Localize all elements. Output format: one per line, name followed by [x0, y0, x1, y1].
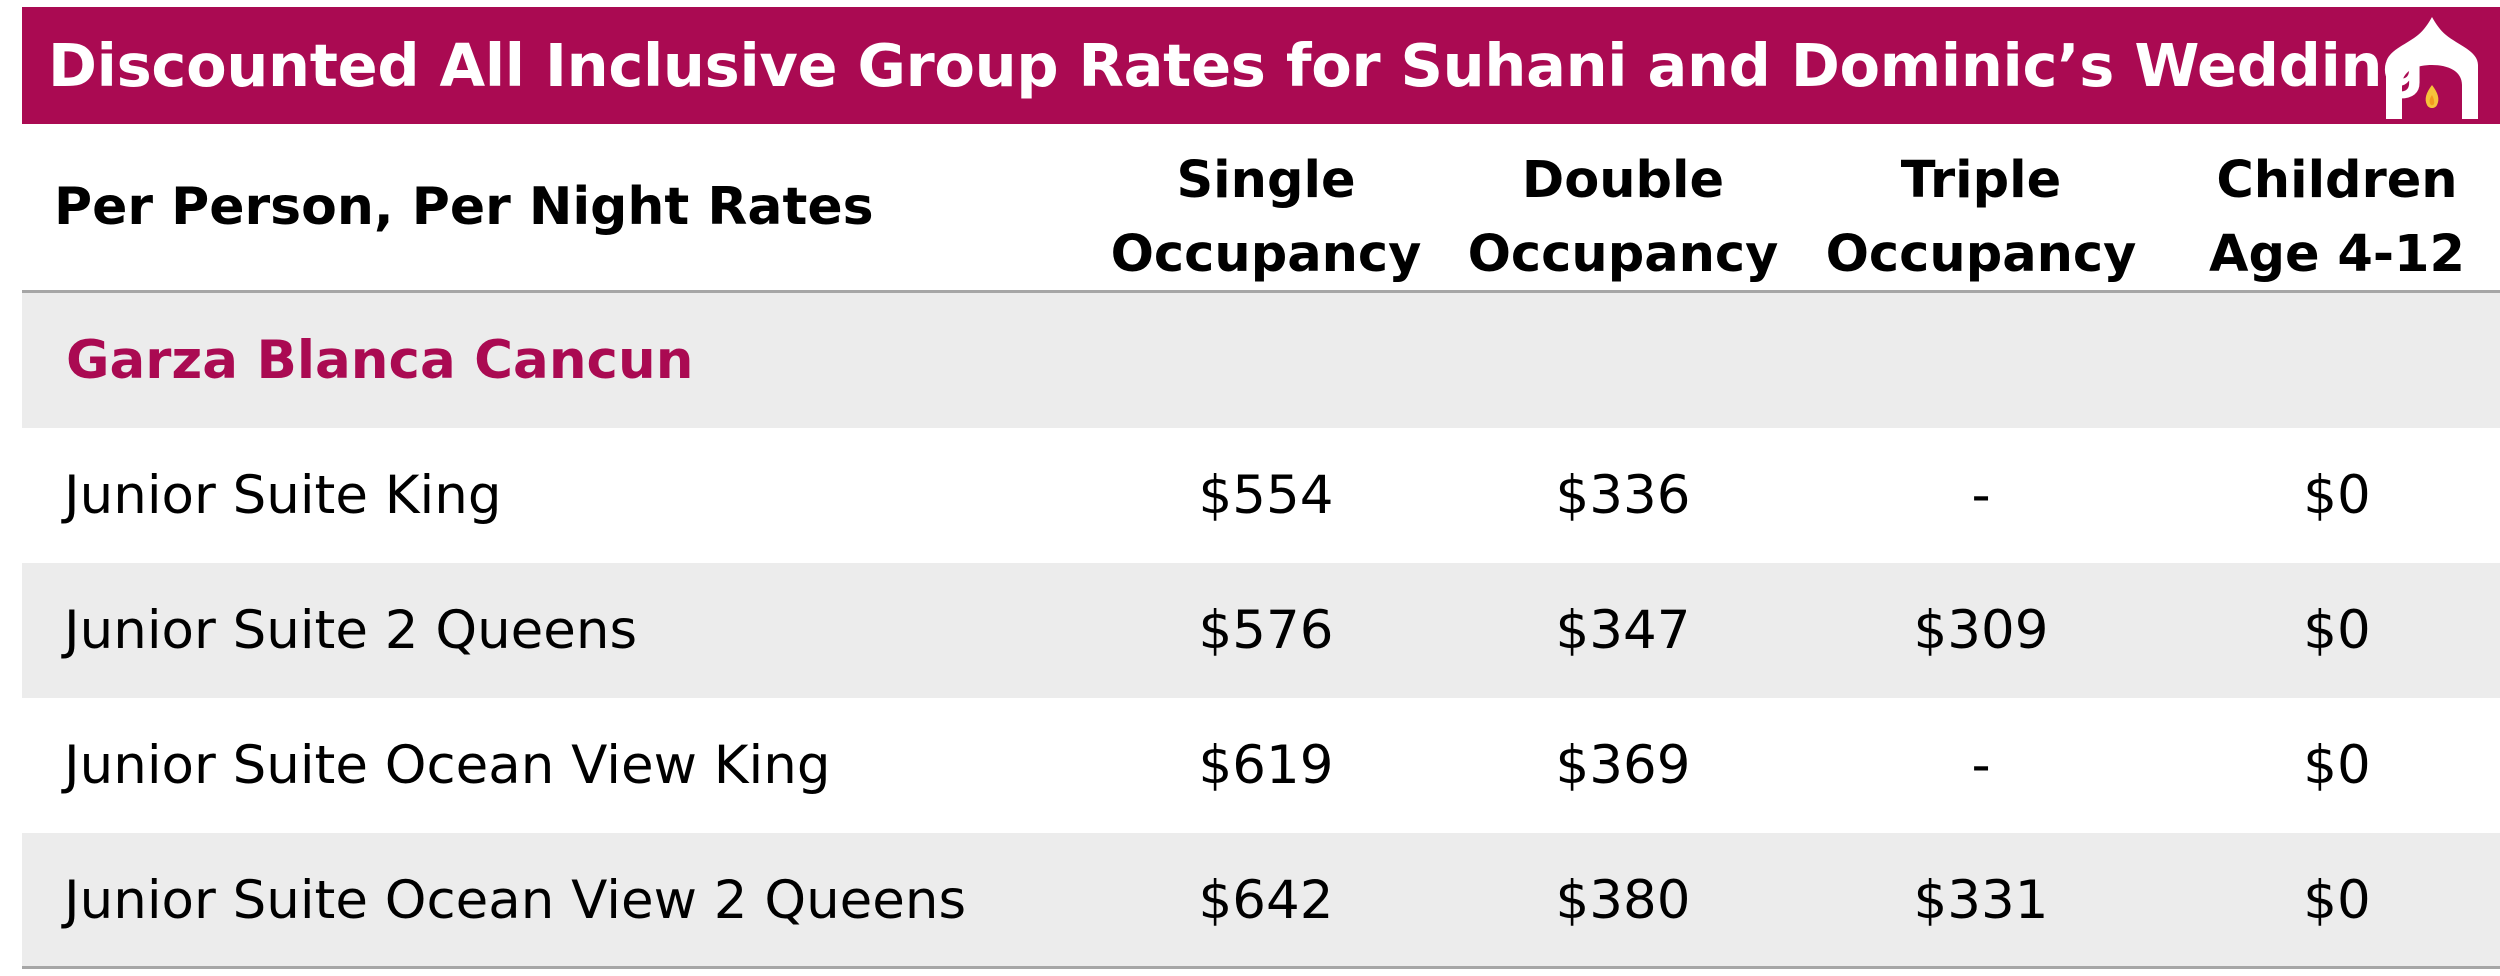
- column-header-triple: Triple Occupancy: [1825, 151, 2137, 284]
- table-row: Junior Suite King $554 $336 - $0: [22, 428, 2500, 563]
- rate-triple: $331: [1913, 870, 2049, 931]
- rate-double: $369: [1555, 735, 1691, 796]
- resort-section-title: Garza Blanca Cancun: [66, 330, 694, 391]
- room-name: Junior Suite King: [64, 465, 502, 526]
- column-header-double: Double Occupancy: [1467, 151, 1779, 284]
- section-row: Garza Blanca Cancun: [22, 293, 2500, 428]
- table-row: Junior Suite 2 Queens $576 $347 $309 $0: [22, 563, 2500, 698]
- rate-triple: $309: [1913, 600, 2049, 661]
- room-name: Junior Suite Ocean View 2 Queens: [64, 870, 967, 931]
- table-bottom-divider: [22, 966, 2500, 969]
- rates-header-label: Per Person, Per Night Rates: [54, 177, 874, 237]
- table-header-row: Per Person, Per Night Rates Single Occup…: [22, 124, 2500, 293]
- table-row: Junior Suite Ocean View King $619 $369 -…: [22, 698, 2500, 833]
- rate-double: $380: [1555, 870, 1691, 931]
- table-row: Junior Suite Ocean View 2 Queens $642 $3…: [22, 833, 2500, 968]
- rate-children: $0: [2303, 735, 2371, 796]
- title-banner: Discounted All Inclusive Group Rates for…: [22, 7, 2500, 124]
- rate-triple: -: [1971, 735, 1991, 796]
- mandap-flame-icon: [2386, 17, 2478, 119]
- column-header-children: Children Age 4-12: [2209, 151, 2465, 284]
- rate-children: $0: [2303, 600, 2371, 661]
- rate-triple: -: [1971, 465, 1991, 526]
- rate-single: $642: [1198, 870, 1334, 931]
- rate-single: $619: [1198, 735, 1334, 796]
- rate-single: $576: [1198, 600, 1334, 661]
- room-name: Junior Suite 2 Queens: [64, 600, 638, 661]
- banner-title: Discounted All Inclusive Group Rates for…: [48, 31, 2425, 100]
- rate-double: $336: [1555, 465, 1691, 526]
- rate-children: $0: [2303, 870, 2371, 931]
- column-header-single: Single Occupancy: [1110, 151, 1422, 284]
- rate-children: $0: [2303, 465, 2371, 526]
- room-name: Junior Suite Ocean View King: [64, 735, 831, 796]
- rate-single: $554: [1198, 465, 1334, 526]
- rate-double: $347: [1555, 600, 1691, 661]
